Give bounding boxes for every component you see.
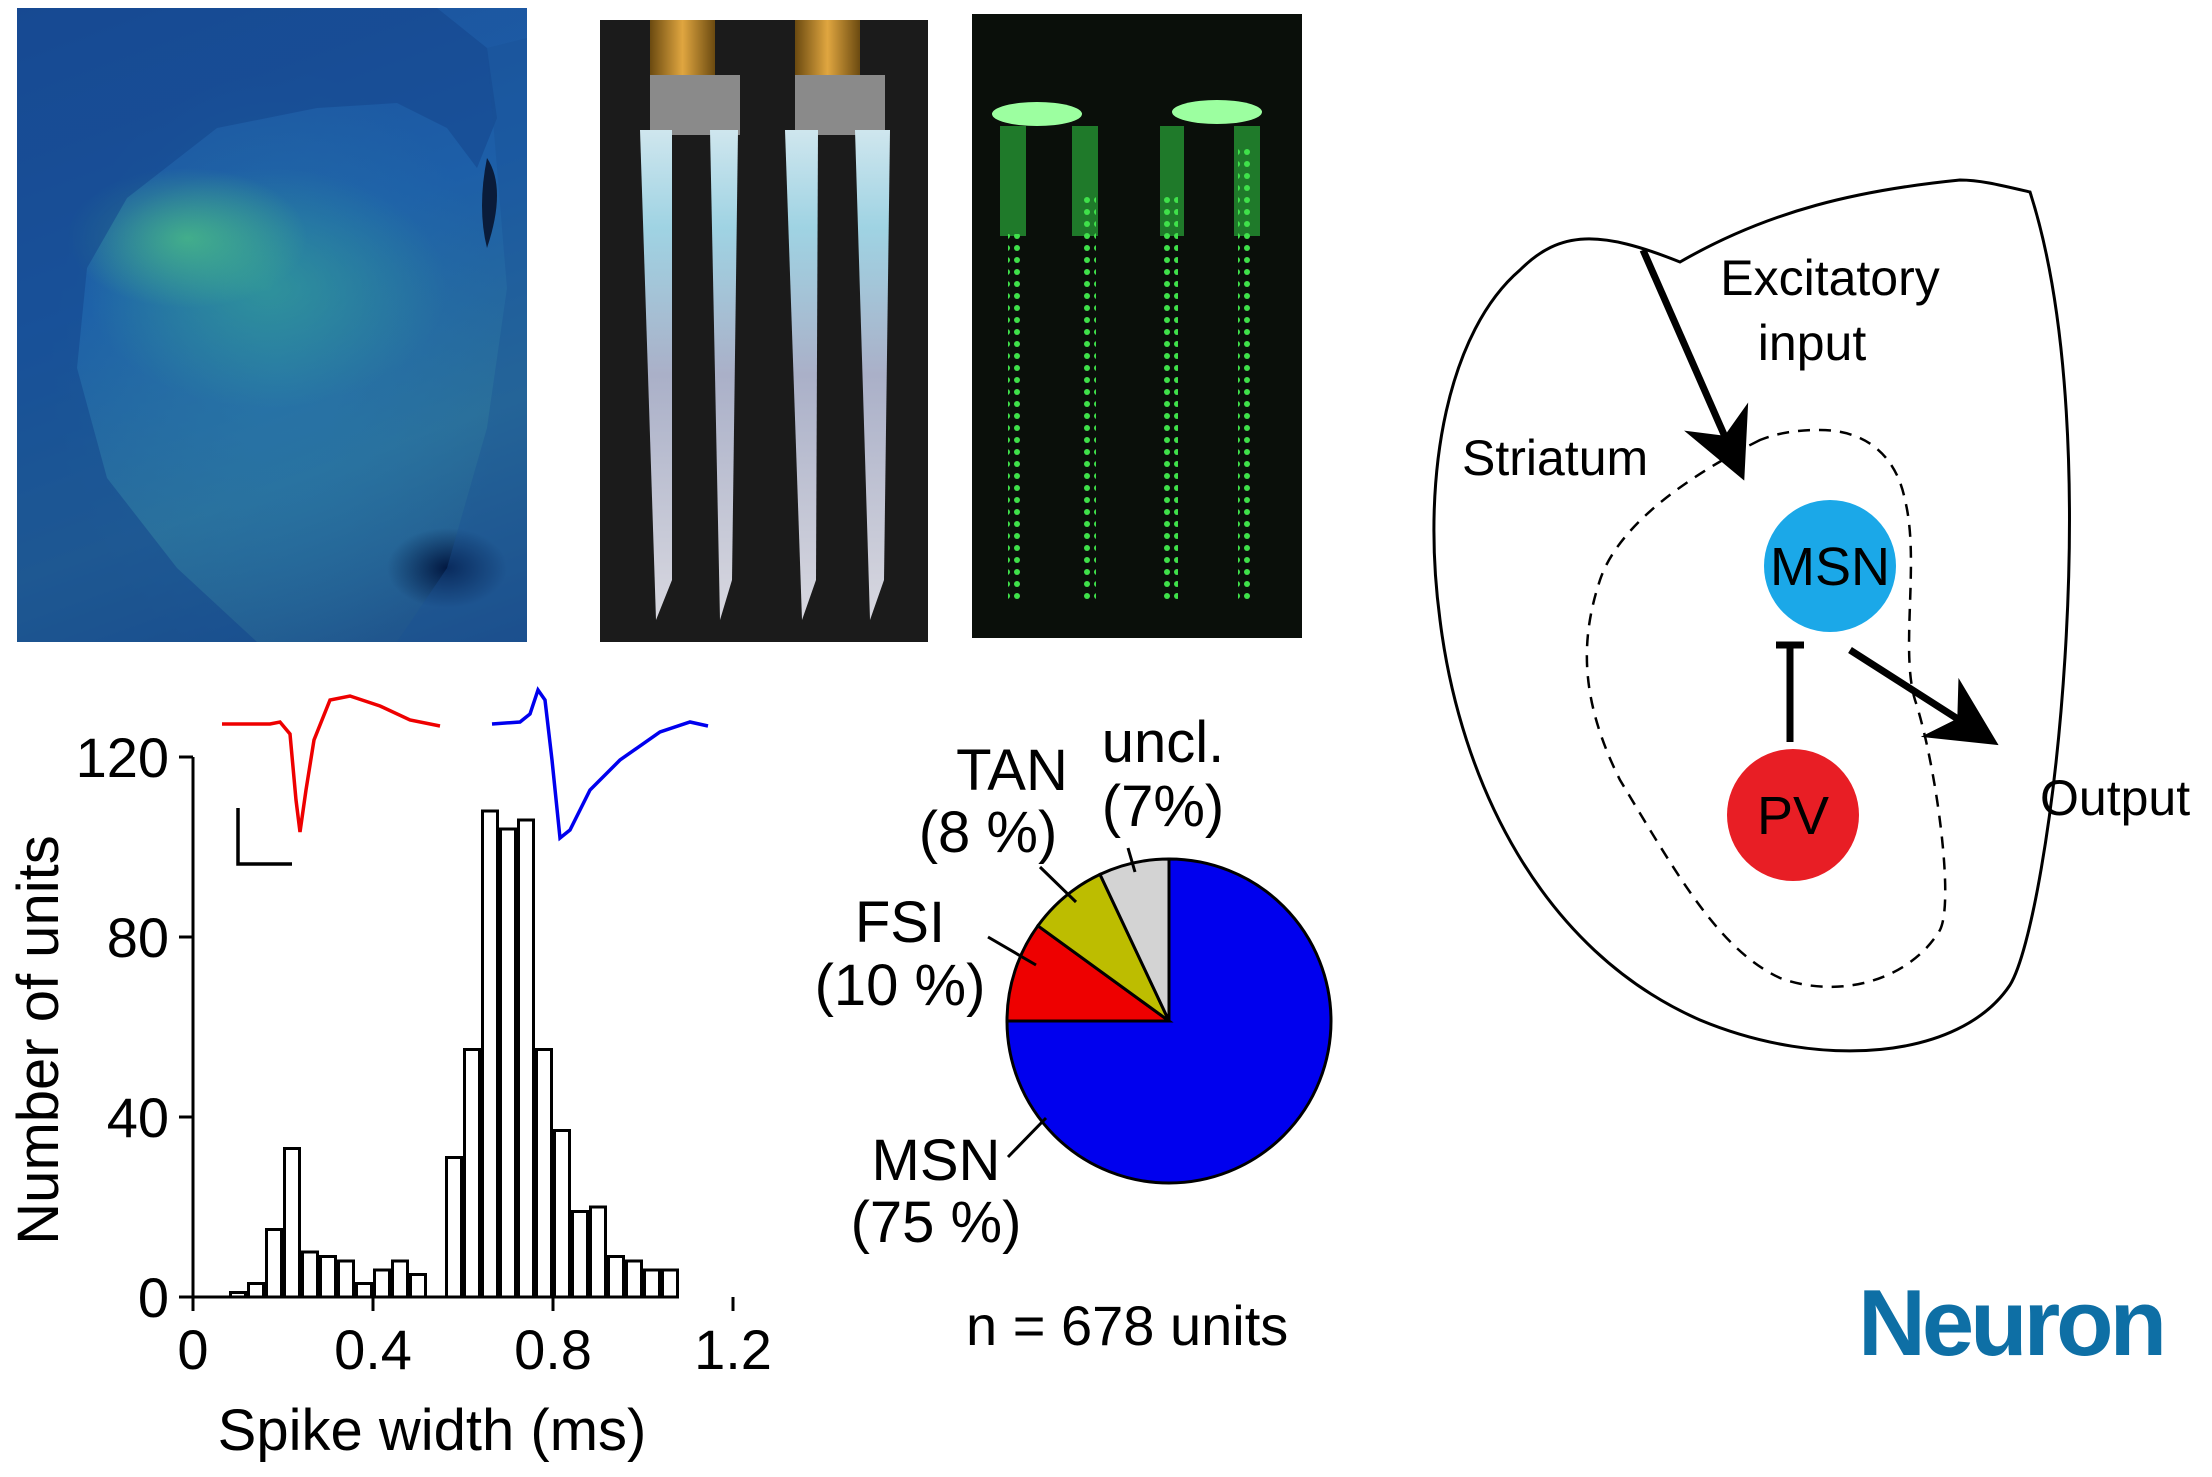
histogram-bar	[661, 1268, 679, 1299]
histogram-bar	[643, 1268, 661, 1299]
x-tick-label: 0.8	[514, 1318, 592, 1381]
histogram-bar	[517, 818, 535, 1299]
pv-node-label: PV	[1757, 786, 1829, 846]
leader-line-tan	[1038, 865, 1078, 904]
histogram-bar	[301, 1250, 319, 1299]
histogram-bar	[481, 809, 499, 1299]
msn-node	[1764, 500, 1896, 632]
leader-line-msn	[1006, 1116, 1048, 1159]
histogram-bar	[445, 1156, 463, 1299]
pie-pct-uncl: (7%)	[1102, 774, 1224, 839]
scale-bar	[236, 808, 292, 866]
y-tick-label: 40	[107, 1086, 169, 1149]
histogram-bar	[283, 1147, 301, 1299]
neuron-logo-text: Neuron	[1858, 1270, 2167, 1375]
msn-waveform	[491, 686, 709, 842]
striatum-label: Striatum	[1462, 430, 1648, 486]
pv-node	[1727, 749, 1859, 881]
histogram-x-label: Spike width (ms)	[218, 1398, 647, 1463]
histogram-bar	[625, 1259, 643, 1299]
pie-label-fsi: FSI	[855, 890, 945, 955]
output-label: Output	[2040, 770, 2190, 826]
striatum-histology-image	[17, 8, 527, 642]
pie-pct-fsi: (10 %)	[815, 953, 986, 1018]
histogram-bar	[535, 1048, 553, 1299]
histogram-bar	[589, 1205, 607, 1299]
excitatory-input-label-line2: input	[1758, 315, 1867, 371]
y-tick-label: 120	[76, 726, 169, 789]
pie-label-uncl: uncl.	[1102, 710, 1225, 775]
msn-node-label: MSN	[1770, 537, 1890, 597]
pie-label-tan: TAN	[956, 738, 1068, 803]
histogram-bar	[247, 1282, 265, 1299]
excitatory-input-label: Excitatory	[1720, 250, 1940, 306]
y-tick-label: 0	[138, 1266, 169, 1329]
x-tick-label: 0	[177, 1318, 208, 1381]
msn-output-arrow	[1848, 647, 1999, 746]
neuron-journal-logo: Neuron	[1858, 1268, 2208, 1378]
histogram-bar	[391, 1259, 409, 1299]
leader-line-uncl	[1126, 847, 1137, 873]
histogram-bar	[265, 1228, 283, 1299]
histogram-y-label: Number of units	[6, 835, 71, 1244]
pie-slice-uncl	[1098, 857, 1171, 1022]
y-tick-label: 80	[107, 906, 169, 969]
x-tick-label: 1.2	[694, 1318, 772, 1381]
histogram-bar	[355, 1282, 373, 1299]
pie-pct-tan: (8 %)	[919, 800, 1058, 865]
pie-slice-fsi	[1005, 923, 1174, 1023]
striatum-outline	[1432, 178, 2071, 1053]
silicon-probe-fluorescence-image	[972, 14, 1302, 638]
histogram-bar	[373, 1268, 391, 1299]
excitatory-input-arrow	[1639, 248, 1749, 481]
pie-slice-msn	[1005, 857, 1333, 1185]
pie-pct-msn: (75 %)	[851, 1190, 1022, 1255]
histogram-bar	[409, 1273, 427, 1299]
pie-n-units: n = 678 units	[966, 1294, 1288, 1357]
histogram-bar	[571, 1210, 589, 1299]
histogram-bar	[499, 827, 517, 1299]
histogram-bar	[463, 1048, 481, 1299]
fsi-waveform	[222, 694, 441, 833]
histogram-bar	[319, 1255, 337, 1299]
pie-slice-tan	[1035, 872, 1171, 1023]
leader-line-fsi	[987, 935, 1037, 967]
x-tick-label: 0.4	[334, 1318, 412, 1381]
silicon-probe-brightfield-image	[600, 20, 928, 642]
pie-label-msn: MSN	[872, 1128, 1001, 1193]
histogram-bar	[607, 1255, 625, 1299]
histogram-bar	[553, 1129, 571, 1299]
histogram-bar	[229, 1291, 247, 1299]
dorsal-striatum-boundary	[1585, 428, 1947, 989]
histogram-bar	[337, 1259, 355, 1299]
